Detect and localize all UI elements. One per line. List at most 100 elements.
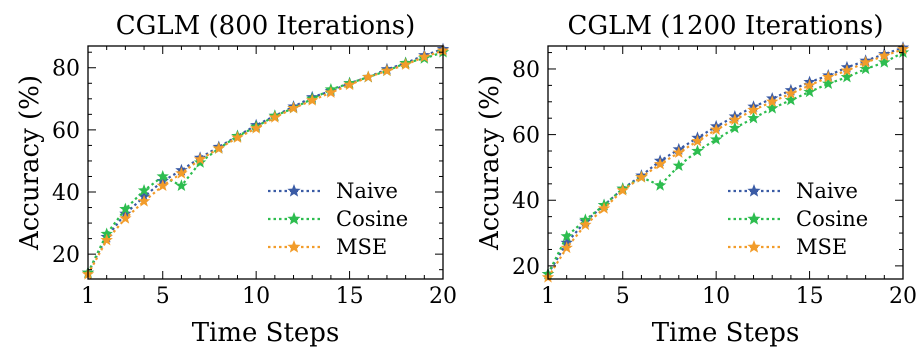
series-naive [81,42,450,279]
data-point-star [579,218,592,231]
data-point-star [137,183,151,196]
data-point-star [878,49,891,62]
x-tick-label: 10 [702,284,730,309]
data-point-star [766,101,779,114]
y-tick-label: 20 [52,243,80,268]
data-point-star [193,152,207,165]
legend-star-icon [747,184,761,197]
data-point-star [560,229,573,242]
data-point-star [119,211,132,224]
legend-label: Cosine [336,207,408,231]
series-line [87,49,444,275]
y-tick-label: 60 [512,124,540,149]
data-point-star [249,121,263,134]
data-point-star [175,179,188,192]
series-mse [541,42,910,283]
data-point-star [784,93,798,106]
plot-frame [87,45,444,280]
data-point-star [803,78,816,91]
series-naive [541,41,910,280]
data-point-star [672,159,685,172]
x-tick-label: 20 [429,284,457,309]
y-tick-label: 20 [512,255,540,280]
data-point-star [728,113,742,126]
data-point-star [231,131,244,143]
data-point-star [878,55,891,68]
data-point-star [380,64,394,77]
data-point-star [343,78,356,91]
data-point-star [268,110,282,123]
legend-item-naive: Naive [728,179,858,203]
series-mse [81,44,450,280]
y-tick-label: 60 [52,119,80,144]
chart-panel-1: CGLM (800 Iterations)1 5 10 15 2020406080Tim… [15,11,457,348]
legend: Naive Cosine MSE [268,179,408,259]
data-point-star [100,233,113,246]
chart-title: CGLM (800 Iterations) [116,11,416,41]
x-axis-label: Time Steps [652,318,800,348]
x-tick-label: 1 [541,284,555,309]
legend-label: Naive [796,179,858,203]
data-point-star [672,146,685,158]
data-point-star [100,227,113,240]
legend-star-icon [747,212,761,225]
data-point-star [418,50,431,63]
legend-label: Cosine [796,207,868,231]
y-axis-label: Accuracy (%) [475,75,505,251]
chart-panel-2: CGLM (1200 Iterations)1 5 10 15 2020406080Ti… [475,11,917,348]
x-tick-label: 1 [81,284,95,309]
data-point-star [691,134,704,147]
data-point-star [653,178,667,191]
data-point-star [840,64,854,76]
legend-star-icon [747,240,761,253]
data-point-star [362,70,375,83]
y-axis-label: Accuracy (%) [15,75,45,251]
data-point-star [709,133,723,145]
data-point-star [324,86,338,98]
data-point-star [306,93,319,106]
data-point-star [784,87,798,99]
y-tick-label: 80 [52,57,80,82]
data-point-star [616,183,629,196]
plot-frame [547,45,904,280]
x-axis-label: Time Steps [192,318,340,348]
data-point-star [747,103,760,116]
data-point-star [822,70,835,83]
x-tick-label: 20 [889,284,917,309]
legend-star-icon [287,212,301,225]
data-point-star [212,142,225,154]
data-point-star [175,166,188,179]
legend-item-mse: MSE [268,235,387,259]
data-point-star [137,194,151,207]
data-point-star [156,179,169,192]
data-point-star [840,70,854,83]
data-point-star [747,111,760,124]
data-point-star [766,95,779,108]
data-point-star [597,201,611,214]
series-line [87,48,444,274]
data-point-star [156,169,169,182]
data-point-star [691,144,704,157]
y-tick-label: 40 [512,189,540,214]
data-point-star [803,85,816,98]
series-cosine [81,45,450,279]
series-cosine [541,46,910,280]
data-point-star [119,202,132,215]
legend-star-icon [287,240,301,253]
x-tick-label: 15 [336,284,364,309]
data-point-star [822,77,835,89]
y-tick-label: 80 [512,58,540,83]
legend-item-mse: MSE [728,235,847,259]
series-line [87,51,444,274]
chart-title: CGLM (1200 Iterations) [567,11,883,41]
data-point-star [399,58,412,70]
data-point-star [859,55,872,68]
legend-item-naive: Naive [268,179,398,203]
y-tick-label: 40 [52,181,80,206]
x-tick-label: 5 [616,284,630,309]
series-line [547,48,904,278]
data-point-star [560,241,573,254]
data-point-star [653,157,667,170]
data-point-star [859,62,872,75]
